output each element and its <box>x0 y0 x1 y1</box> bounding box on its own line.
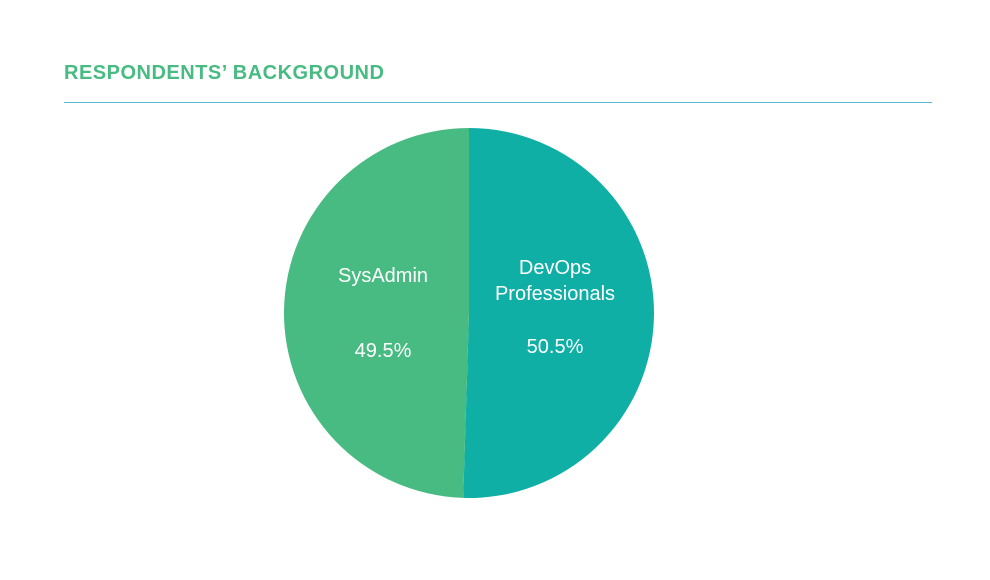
slice-label-1: SysAdmin <box>338 265 428 287</box>
slice-label-0: DevOps Professionals <box>495 257 615 305</box>
pie-slice-1 <box>283 128 469 498</box>
chart-title: RESPONDENTS’ BACKGROUND <box>64 62 385 84</box>
title-divider <box>64 102 932 103</box>
slice-value-label-0: 50.5% <box>527 336 584 358</box>
slice-value-label-1: 49.5% <box>355 340 412 362</box>
pie-slice-0 <box>463 128 654 498</box>
